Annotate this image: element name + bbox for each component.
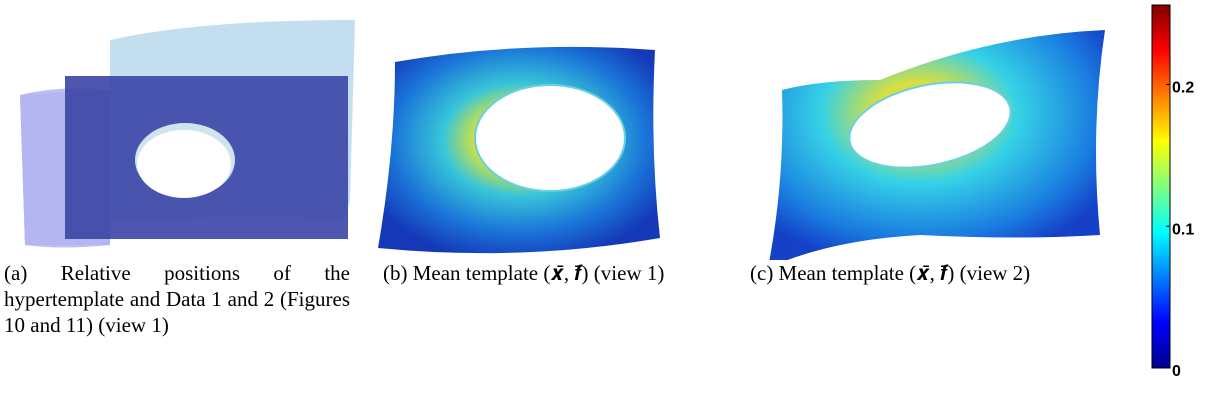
figure-c <box>769 30 1105 260</box>
hole <box>474 84 626 192</box>
caption: (c) Mean template (𝒙̄, 𝒇̄) (view 2) <box>750 261 1031 285</box>
colorbar-scale <box>1151 4 1171 369</box>
colorbar: 0 0.1 0.2 <box>1151 4 1194 380</box>
tick-label: 0.2 <box>1172 80 1194 97</box>
caption: (b) Mean template (𝒙̄, 𝒇̄) (view 1) <box>383 261 665 285</box>
hole <box>137 130 231 198</box>
figure-b <box>378 46 660 254</box>
tick-label: 0.1 <box>1172 221 1194 238</box>
tick-label: 0 <box>1172 363 1181 380</box>
hole <box>848 81 1012 169</box>
caption: (a) Relative positions of the hypertempl… <box>4 261 350 337</box>
figure-a <box>20 20 355 248</box>
